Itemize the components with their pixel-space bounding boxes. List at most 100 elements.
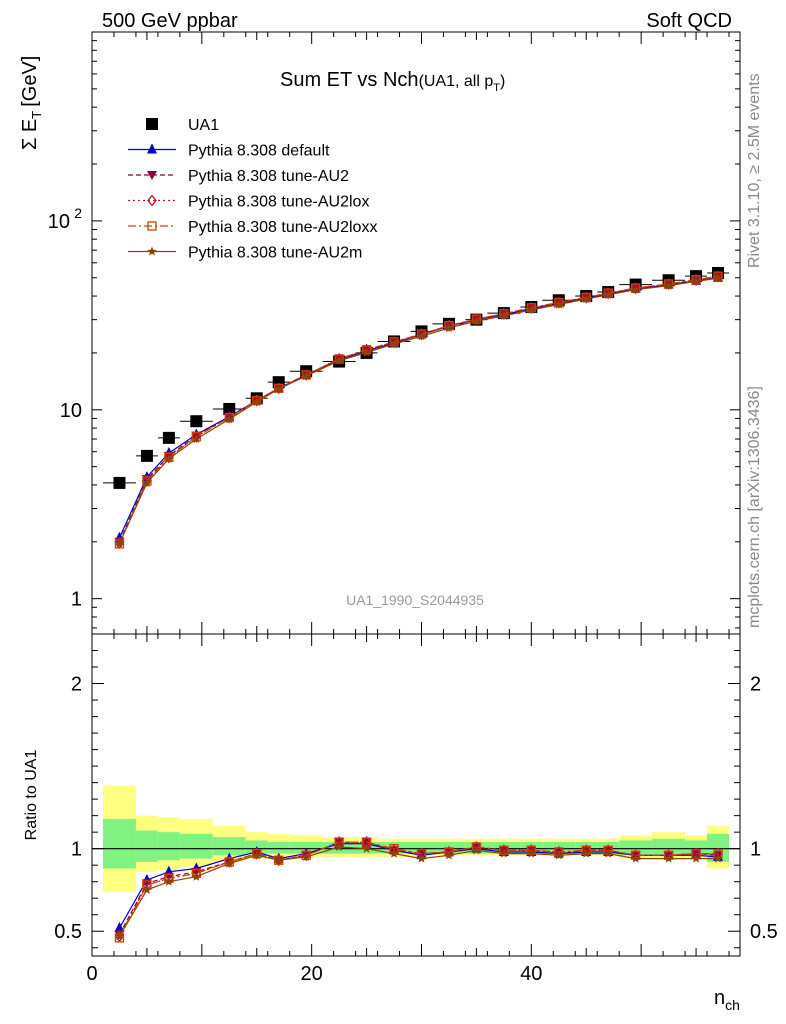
data-point-pythia-8-308-tune-au2m-shape [444,322,454,333]
y-tick-label-exponent: 2 [74,205,82,221]
y-tick-label: 10 [60,400,82,422]
ratio-point-pythia-8-308-tune-au2m-shape [251,850,262,860]
data-point-pythia-8-308-tune-au2lox [553,296,564,309]
data-point-pythia-8-308-tune-au2lox-shape [499,307,509,320]
legend-marker-ua1-shape [146,118,158,130]
data-point-pythia-8-308-tune-au2m [471,316,482,326]
data-point-ua1-shape [140,449,153,462]
data-point-pythia-8-308-tune-au2m [526,304,537,314]
legend-marker-pythia-8-308-tune-au2lox-shape [147,194,157,207]
data-point-pythia-8-308-tune-au2m [554,299,564,309]
data-point-pythia-8-308-tune-au2lox-shape [713,270,723,283]
legend-marker-pythia-8-308-tune-au2lox [147,194,157,207]
x-tick-label: 40 [520,963,542,985]
data-point-pythia-8-308-tune-au2m-shape [603,289,613,299]
data-point-pythia-8-308-tune-au2loxx-shape [691,275,701,285]
ratio-point-pythia-8-308-tune-au2m [663,853,674,863]
legend-label-pythia-8-308-tune-au2: Pythia 8.308 tune-AU2 [188,168,349,185]
chart-title-sub: T [493,82,500,94]
legend-marker-pythia-8-308-tune-au2m [147,246,157,256]
ratio-point-pythia-8-308-tune-au2m-shape [334,842,344,852]
ratio-point-pythia-8-308-tune-au2m [361,843,372,853]
legend-label-pythia-8-308-default: Pythia 8.308 default [188,143,330,160]
data-point-pythia-8-308-tune-au2m-shape [554,299,564,309]
legend-marker-pythia-8-308-tune-au2-shape [147,171,157,180]
data-point-pythia-8-308-tune-au2lox-shape [334,352,344,365]
data-point-pythia-8-308-tune-au2lox [630,282,641,295]
data-point-ua1 [190,415,203,428]
data-point-pythia-8-308-tune-au2loxx-shape [603,288,613,298]
data-point-pythia-8-308-tune-au2loxx-shape [663,279,674,289]
ratio-point-pythia-8-308-tune-au2m [581,848,591,858]
chart-title-close: ) [500,73,505,90]
ratio-point-pythia-8-308-default-shape [114,921,125,932]
ratio-point-pythia-8-308-tune-au2m-shape [471,845,482,855]
ratio-point-pythia-8-308-tune-au2lox [224,855,235,868]
data-point-ua1 [162,431,175,444]
data-point-ua1-shape [162,431,175,444]
uncertainty-band-inner [157,832,180,861]
data-point-pythia-8-308-tune-au2lox [301,368,312,381]
data-point-pythia-8-308-tune-au2m [191,434,202,444]
series-line-pythia-8-308-tune-au2lox [118,275,719,544]
legend-label-pythia-8-308-tune-au2loxx: Pythia 8.308 tune-AU2loxx [188,219,377,236]
ratio-point-pythia-8-308-tune-au2m [603,848,613,858]
series-line-pythia-8-308-tune-au2loxx [118,275,719,545]
data-point-pythia-8-308-tune-au2m-shape [273,383,284,393]
data-point-pythia-8-308-tune-au2lox [603,287,614,300]
ratio-point-pythia-8-308-default [114,921,125,932]
data-point-pythia-8-308-tune-au2lox [444,319,454,332]
data-point-pythia-8-308-tune-au2loxx [581,292,591,302]
ratio-y-tick-label-left: 0.5 [54,921,82,943]
y-tick-label: 10 [48,211,70,233]
data-point-pythia-8-308-tune-au2m [663,280,674,290]
ratio-point-pythia-8-308-tune-au2m [273,855,284,865]
ratio-y-tick-label-right: 2 [750,674,761,696]
data-point-pythia-8-308-tune-au2lox-shape [444,319,454,332]
legend-marker-pythia-8-308-default-shape [147,143,157,154]
ratio-point-pythia-8-308-tune-au2m [691,853,701,863]
ratio-point-pythia-8-308-tune-au2m [142,884,152,894]
ratio-y-tick-label-left: 1 [71,839,82,861]
data-point-pythia-8-308-tune-au2m [603,289,613,299]
data-point-pythia-8-308-tune-au2lox-shape [603,287,614,300]
data-point-pythia-8-308-tune-au2lox-shape [526,301,537,314]
data-point-ua1-shape [223,402,236,415]
ratio-point-pythia-8-308-tune-au2m-shape [581,848,591,858]
ratio-point-pythia-8-308-tune-au2m-shape [526,848,537,858]
legend-label-pythia-8-308-tune-au2m: Pythia 8.308 tune-AU2m [188,245,362,262]
ratio-point-pythia-8-308-tune-au2loxx-shape [252,848,262,859]
data-point-ua1-shape [190,415,203,428]
ratio-point-pythia-8-308-tune-au2lox-shape [251,847,262,860]
ratio-point-pythia-8-308-tune-au2m [526,848,537,858]
ratio-point-pythia-8-308-tune-au2m-shape [164,876,174,886]
ratio-point-pythia-8-308-tune-au2m-shape [273,855,284,865]
data-point-pythia-8-308-tune-au2m [416,331,427,341]
ratio-point-pythia-8-308-tune-au2m [416,853,427,863]
data-point-pythia-8-308-tune-au2m-shape [526,304,537,314]
ratio-point-pythia-8-308-tune-au2m [114,931,125,941]
data-point-pythia-8-308-tune-au2loxx-shape [334,354,344,364]
ratio-point-pythia-8-308-tune-au2m-shape [554,850,564,860]
data-point-pythia-8-308-tune-au2m [713,273,723,283]
ratio-point-pythia-8-308-tune-au2m-shape [224,858,235,868]
data-point-pythia-8-308-tune-au2m-shape [164,453,174,463]
legend-marker-pythia-8-308-tune-au2loxx [147,221,157,231]
ratio-point-pythia-8-308-tune-au2m [471,845,482,855]
ratio-point-pythia-8-308-tune-au2m [334,842,344,852]
data-point-pythia-8-308-tune-au2m [361,347,372,357]
data-point-pythia-8-308-tune-au2lox-shape [691,273,701,286]
data-point-pythia-8-308-tune-au2m-shape [416,331,427,341]
ratio-point-pythia-8-308-tune-au2m [389,848,399,858]
ratio-y-tick-label-right: 1 [750,839,761,861]
ratio-point-pythia-8-308-tune-au2m [713,853,723,863]
ratio-point-pythia-8-308-tune-au2m-shape [630,853,641,863]
data-point-pythia-8-308-tune-au2m [273,383,284,393]
legend-marker-pythia-8-308-tune-au2m-shape [147,246,157,256]
ratio-point-pythia-8-308-tune-au2m-shape [142,884,152,894]
data-point-pythia-8-308-tune-au2m [142,477,152,487]
ratio-point-pythia-8-308-tune-au2m [444,850,454,860]
data-point-pythia-8-308-tune-au2lox [334,352,344,365]
uncertainty-band-inner [179,833,213,859]
data-point-pythia-8-308-tune-au2lox [499,307,509,320]
